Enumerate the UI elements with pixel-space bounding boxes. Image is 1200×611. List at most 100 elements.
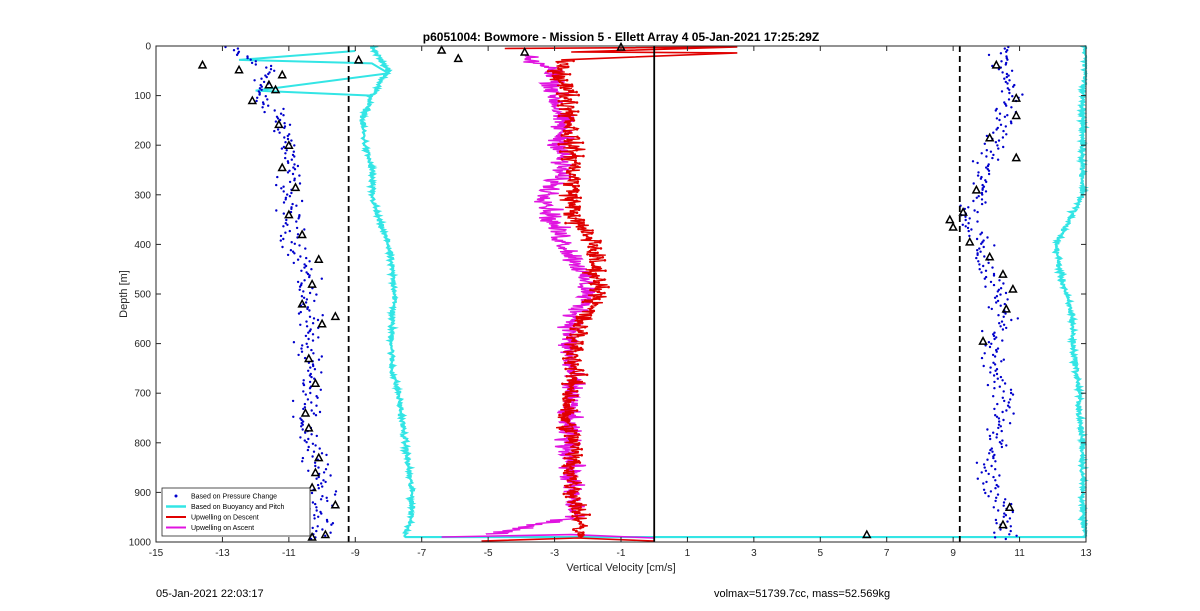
pressure-change-point <box>303 439 306 442</box>
descent-marker <box>567 215 571 219</box>
pressure-change-point <box>307 369 310 372</box>
pressure-change-point <box>1003 302 1006 306</box>
pressure-change-point <box>1010 69 1014 73</box>
outlier-triangle <box>307 482 317 492</box>
axes: -15 -13 -11 -9 -7 -5 -3 -1 1 3 5 7 9 11 13010020030040… <box>129 42 1092 560</box>
pressure-change-point <box>288 133 291 136</box>
pressure-change-point <box>997 139 1001 142</box>
descent-marker <box>571 212 575 216</box>
descent-marker <box>564 221 567 225</box>
outlier-triangle <box>998 519 1008 529</box>
pressure-change-point <box>292 150 295 153</box>
pressure-change-point <box>981 188 984 191</box>
pressure-change-point <box>299 436 302 439</box>
descent-marker <box>582 233 586 237</box>
outlier-triangle <box>998 269 1008 278</box>
pressure-change-point <box>303 356 307 360</box>
descent-marker <box>579 526 582 530</box>
pressure-change-point <box>291 202 294 206</box>
pressure-change-point <box>991 156 994 160</box>
descent-marker <box>589 260 592 264</box>
pressure-change-point <box>987 341 991 344</box>
pressure-change-point <box>304 393 307 396</box>
descent-marker <box>581 141 585 144</box>
pressure-change-point <box>986 383 990 387</box>
pressure-change-point <box>1009 391 1013 395</box>
outlier-triangle <box>297 229 307 239</box>
pressure-change-point <box>282 185 285 188</box>
ascent-line <box>485 55 599 535</box>
outlier-triangle <box>274 119 284 129</box>
outlier-triangle <box>313 452 324 462</box>
pressure-change-point <box>1001 328 1005 331</box>
pressure-change-point <box>994 369 997 372</box>
descent-marker <box>565 171 569 174</box>
pressure-change-point <box>260 77 263 80</box>
outlier-triangle <box>519 46 530 56</box>
descent-marker <box>568 73 572 76</box>
outlier-triangle <box>991 59 1002 69</box>
pressure-change-point <box>1007 401 1010 404</box>
pressure-change-point <box>1005 104 1008 107</box>
descent-marker <box>561 81 564 85</box>
y-tick-label: 600 <box>134 339 151 350</box>
pressure-change-point <box>980 471 983 474</box>
descent-marker <box>568 203 572 207</box>
descent-marker <box>562 471 566 475</box>
descent-marker <box>575 354 579 357</box>
pressure-change-point <box>994 487 997 490</box>
descent-marker <box>565 375 569 378</box>
pressure-change-point <box>312 450 316 453</box>
pressure-change-point <box>989 366 992 369</box>
descent-marker <box>567 452 571 456</box>
pressure-change-point <box>989 437 992 441</box>
descent-marker <box>568 166 572 170</box>
descent-marker <box>594 303 597 307</box>
descent-marker <box>573 366 576 369</box>
descent-marker <box>563 87 566 91</box>
outlier-triangle <box>1001 303 1012 313</box>
pressure-change-point <box>977 195 980 198</box>
descent-marker <box>575 148 578 152</box>
pressure-change-point <box>1006 520 1009 523</box>
pressure-change-point <box>990 464 993 468</box>
pressure-change-point <box>293 144 296 147</box>
pressure-change-point <box>311 333 315 336</box>
pressure-change-point <box>317 515 320 518</box>
pressure-change-point <box>968 234 971 238</box>
x-tick-label: 3 <box>751 548 757 559</box>
pressure-change-point <box>993 531 996 534</box>
pressure-change-point <box>996 299 1000 303</box>
descent-marker <box>569 98 573 101</box>
pressure-change-point <box>296 233 300 236</box>
pressure-change-point <box>308 260 311 263</box>
descent-marker <box>575 345 579 348</box>
descent-marker <box>596 251 599 255</box>
pressure-change-point <box>967 222 970 225</box>
pressure-change-point <box>1004 291 1008 295</box>
legend-swatch <box>174 494 178 498</box>
pressure-change-point <box>304 264 308 268</box>
pressure-change-point <box>288 123 292 127</box>
descent-marker <box>577 433 580 436</box>
pressure-change-point <box>998 474 1001 477</box>
descent-marker <box>573 486 576 490</box>
descent-marker <box>573 153 577 156</box>
pressure-change-point <box>311 442 315 445</box>
descent-marker <box>562 415 566 418</box>
pressure-change-point <box>983 142 986 145</box>
descent-marker <box>585 373 589 377</box>
descent-marker <box>570 364 573 368</box>
descent-marker <box>603 291 606 295</box>
outlier-triangle <box>277 162 287 172</box>
pressure-change-point <box>994 518 998 522</box>
outlier-triangle <box>453 53 464 63</box>
pressure-change-point <box>997 423 1001 426</box>
pressure-change-point <box>996 402 999 406</box>
descent-marker <box>571 386 575 390</box>
pressure-change-point <box>979 177 983 180</box>
pressure-change-point <box>289 249 293 252</box>
pressure-change-point <box>993 331 996 334</box>
pressure-change-point <box>303 263 306 266</box>
descent-marker <box>565 391 568 395</box>
